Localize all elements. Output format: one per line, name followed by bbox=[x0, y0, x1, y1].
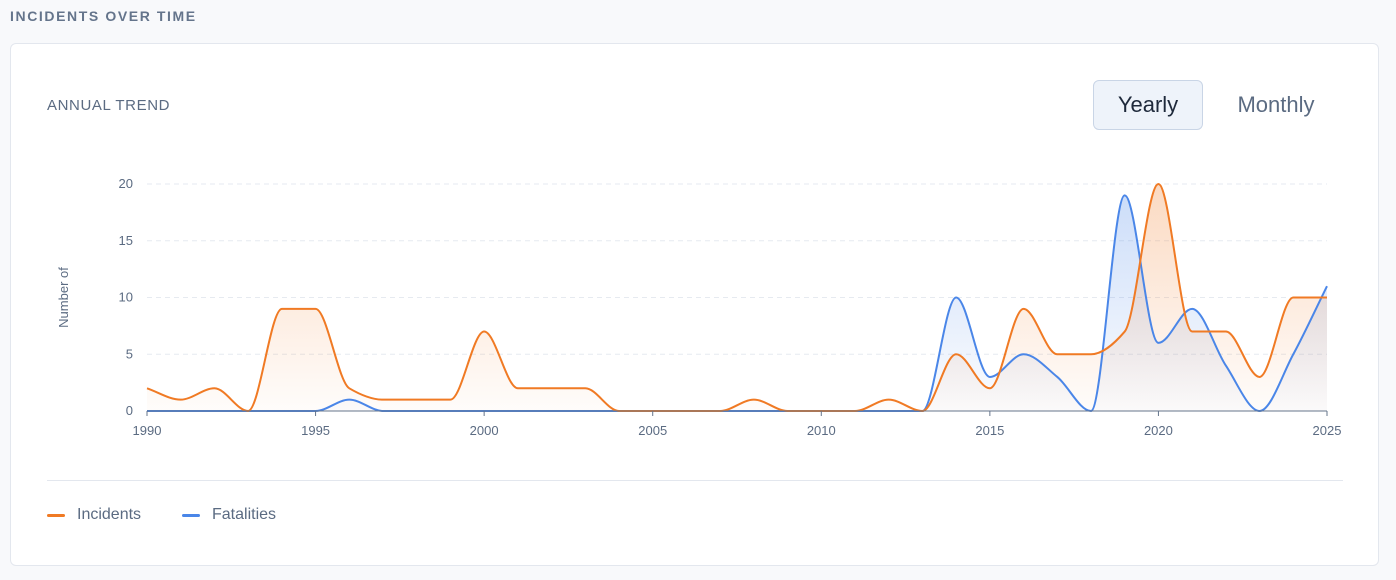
legend-item-incidents[interactable]: Incidents bbox=[47, 506, 141, 524]
incidents-area bbox=[147, 184, 1327, 411]
legend-divider bbox=[47, 480, 1343, 481]
incidents-swatch bbox=[47, 513, 65, 517]
fatalities-swatch bbox=[182, 513, 200, 517]
incidents-line bbox=[146, 183, 1328, 412]
y-tick-label: 15 bbox=[119, 233, 133, 248]
yearly-toggle-button[interactable]: Yearly bbox=[1093, 80, 1203, 130]
section-title: INCIDENTS OVER TIME bbox=[10, 8, 197, 24]
y-tick-label: 20 bbox=[119, 176, 133, 191]
x-tick-label: 2005 bbox=[638, 423, 667, 438]
legend-item-fatalities[interactable]: Fatalities bbox=[182, 506, 276, 524]
annual-trend-chart: 0 5 10 15 20 1990 1995 2000 2005 2010 2015 2020 2025… bbox=[56, 176, 1342, 438]
x-tick-label: 2000 bbox=[470, 423, 499, 438]
y-tick-label: 10 bbox=[119, 290, 133, 305]
y-tick-label: 0 bbox=[126, 403, 133, 418]
monthly-toggle-button[interactable]: Monthly bbox=[1237, 92, 1315, 117]
y-axis-label: Number of bbox=[56, 267, 71, 328]
legend-label-fatalities: Fatalities bbox=[212, 506, 277, 523]
legend-label-incidents: Incidents bbox=[77, 506, 142, 523]
x-tick-label: 1995 bbox=[301, 423, 330, 438]
card-title: ANNUAL TREND bbox=[47, 97, 171, 114]
chart-card: ANNUAL TREND Yearly Monthly 0 5 10 15 20 1990… bbox=[10, 43, 1379, 566]
x-tick-label: 2025 bbox=[1313, 423, 1342, 438]
x-tick-label: 2010 bbox=[807, 423, 836, 438]
x-tick-label: 2020 bbox=[1144, 423, 1173, 438]
y-tick-label: 5 bbox=[126, 346, 133, 361]
x-tick-label: 2015 bbox=[975, 423, 1004, 438]
x-tick-label: 1990 bbox=[133, 423, 162, 438]
